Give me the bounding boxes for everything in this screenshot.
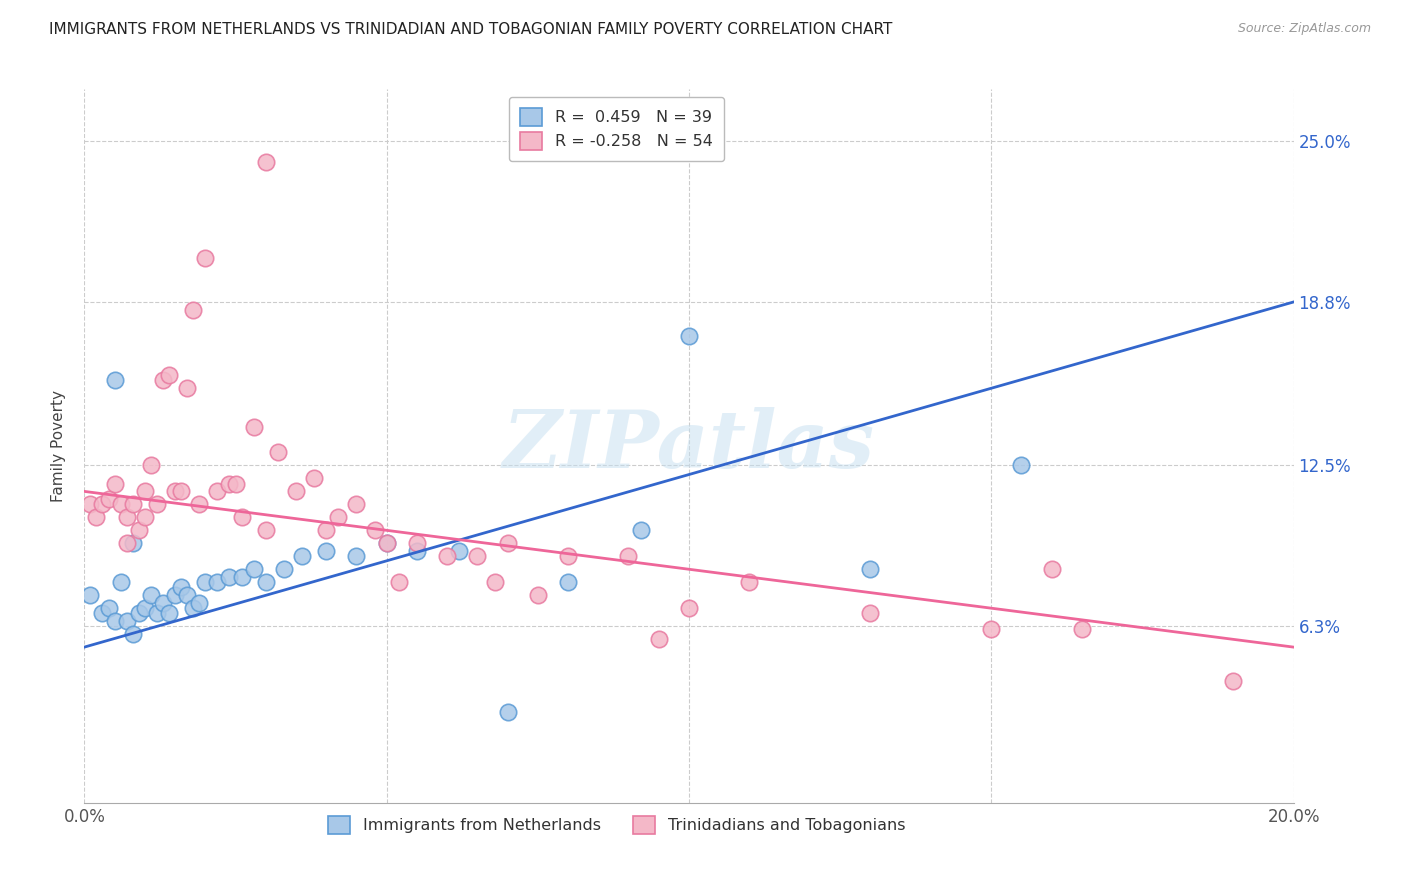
Point bbox=[176, 588, 198, 602]
Point bbox=[188, 497, 211, 511]
Point bbox=[146, 607, 169, 621]
Point bbox=[291, 549, 314, 564]
Point bbox=[139, 588, 162, 602]
Point bbox=[302, 471, 325, 485]
Point bbox=[110, 575, 132, 590]
Point bbox=[170, 484, 193, 499]
Point bbox=[496, 705, 519, 719]
Point bbox=[242, 562, 264, 576]
Text: ZIPatlas: ZIPatlas bbox=[503, 408, 875, 484]
Point bbox=[678, 601, 700, 615]
Point bbox=[218, 476, 240, 491]
Point bbox=[115, 536, 138, 550]
Point bbox=[1011, 458, 1033, 473]
Point bbox=[328, 510, 350, 524]
Point bbox=[121, 627, 143, 641]
Point bbox=[467, 549, 489, 564]
Point bbox=[630, 524, 652, 538]
Point bbox=[231, 510, 253, 524]
Point bbox=[484, 575, 506, 590]
Point bbox=[134, 510, 156, 524]
Point bbox=[104, 373, 127, 387]
Point bbox=[79, 497, 101, 511]
Point bbox=[207, 575, 229, 590]
Point bbox=[980, 622, 1002, 636]
Point bbox=[110, 497, 132, 511]
Point bbox=[406, 544, 429, 558]
Text: IMMIGRANTS FROM NETHERLANDS VS TRINIDADIAN AND TOBAGONIAN FAMILY POVERTY CORRELA: IMMIGRANTS FROM NETHERLANDS VS TRINIDADI… bbox=[49, 22, 893, 37]
Point bbox=[152, 596, 174, 610]
Point bbox=[165, 588, 187, 602]
Point bbox=[254, 575, 277, 590]
Point bbox=[375, 536, 398, 550]
Text: Source: ZipAtlas.com: Source: ZipAtlas.com bbox=[1237, 22, 1371, 36]
Point bbox=[121, 497, 143, 511]
Point bbox=[346, 549, 368, 564]
Point bbox=[267, 445, 290, 459]
Point bbox=[139, 458, 162, 473]
Point bbox=[1071, 622, 1094, 636]
Point bbox=[285, 484, 308, 499]
Point bbox=[91, 497, 114, 511]
Point bbox=[115, 614, 138, 628]
Point bbox=[738, 575, 761, 590]
Point bbox=[181, 302, 204, 317]
Point bbox=[406, 536, 429, 550]
Point bbox=[678, 328, 700, 343]
Point bbox=[170, 581, 193, 595]
Point bbox=[557, 575, 579, 590]
Point bbox=[375, 536, 398, 550]
Point bbox=[254, 154, 277, 169]
Point bbox=[104, 614, 127, 628]
Point bbox=[115, 510, 138, 524]
Point bbox=[363, 524, 385, 538]
Legend: Immigrants from Netherlands, Trinidadians and Tobagonians: Immigrants from Netherlands, Trinidadian… bbox=[316, 805, 917, 845]
Point bbox=[859, 562, 882, 576]
Point bbox=[97, 601, 120, 615]
Point bbox=[648, 632, 671, 647]
Point bbox=[231, 570, 253, 584]
Point bbox=[134, 484, 156, 499]
Point bbox=[1222, 673, 1244, 688]
Point bbox=[134, 601, 156, 615]
Point bbox=[242, 419, 264, 434]
Point bbox=[859, 607, 882, 621]
Point bbox=[157, 368, 180, 382]
Point bbox=[86, 510, 108, 524]
Point bbox=[146, 497, 169, 511]
Point bbox=[617, 549, 640, 564]
Point bbox=[176, 381, 198, 395]
Y-axis label: Family Poverty: Family Poverty bbox=[51, 390, 66, 502]
Point bbox=[225, 476, 247, 491]
Point bbox=[128, 524, 150, 538]
Point bbox=[97, 492, 120, 507]
Point bbox=[194, 575, 217, 590]
Point bbox=[346, 497, 368, 511]
Point bbox=[449, 544, 471, 558]
Point bbox=[496, 536, 519, 550]
Point bbox=[315, 524, 337, 538]
Point bbox=[194, 251, 217, 265]
Point bbox=[557, 549, 579, 564]
Point bbox=[436, 549, 458, 564]
Point bbox=[254, 524, 277, 538]
Point bbox=[218, 570, 240, 584]
Point bbox=[79, 588, 101, 602]
Point bbox=[207, 484, 229, 499]
Point bbox=[315, 544, 337, 558]
Point bbox=[157, 607, 180, 621]
Point bbox=[128, 607, 150, 621]
Point bbox=[181, 601, 204, 615]
Point bbox=[91, 607, 114, 621]
Point bbox=[165, 484, 187, 499]
Point bbox=[1040, 562, 1063, 576]
Point bbox=[104, 476, 127, 491]
Point bbox=[152, 373, 174, 387]
Point bbox=[527, 588, 550, 602]
Point bbox=[121, 536, 143, 550]
Point bbox=[388, 575, 411, 590]
Point bbox=[273, 562, 295, 576]
Point bbox=[188, 596, 211, 610]
